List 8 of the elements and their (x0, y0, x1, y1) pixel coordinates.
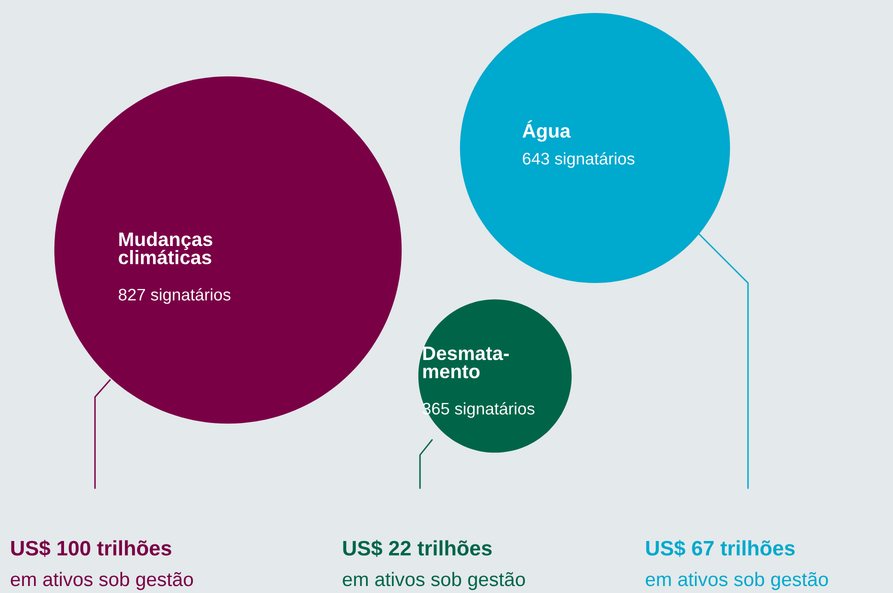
data-label: 827 signatários (118, 288, 230, 304)
text: US$ 22 trilhões em ativos sob gestão (342, 540, 525, 590)
category-label: Desmata- mento (423, 346, 509, 378)
category-label: Mudanças climáticas (118, 232, 212, 264)
category-label: Água (522, 120, 571, 142)
text: US$ 67 trilhões em ativos sob gestão (646, 540, 828, 590)
text: US$ 100 trilhões em ativos sob gestão (10, 540, 193, 590)
data-label: 643 signatários (522, 152, 634, 168)
